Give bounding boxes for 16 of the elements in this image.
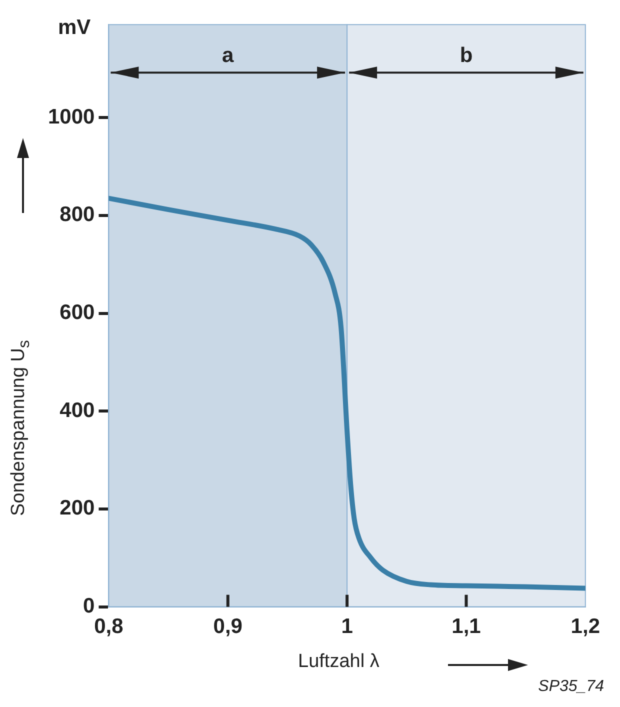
band-label: b <box>460 44 473 67</box>
x-tick-label: 0,9 <box>213 615 242 638</box>
y-tick-label: 1000 <box>48 105 95 128</box>
y-tick-label: 0 <box>83 594 95 618</box>
x-tick-label: 1 <box>341 615 354 638</box>
x-axis-title: Luftzahl λ <box>298 651 380 673</box>
x-tick-label: 0,8 <box>94 615 124 638</box>
y-tick-label: 800 <box>60 203 95 226</box>
text: mV <box>58 16 91 40</box>
x-tick-label: 1,1 <box>452 615 482 638</box>
y-tick-label: 400 <box>60 398 95 422</box>
x-tick-label: 1,2 <box>570 615 600 638</box>
text: SP35_74 <box>538 678 604 696</box>
y-tick-label: 200 <box>60 496 95 520</box>
y-tick-label: 600 <box>60 301 95 324</box>
band-label: a <box>222 44 234 67</box>
